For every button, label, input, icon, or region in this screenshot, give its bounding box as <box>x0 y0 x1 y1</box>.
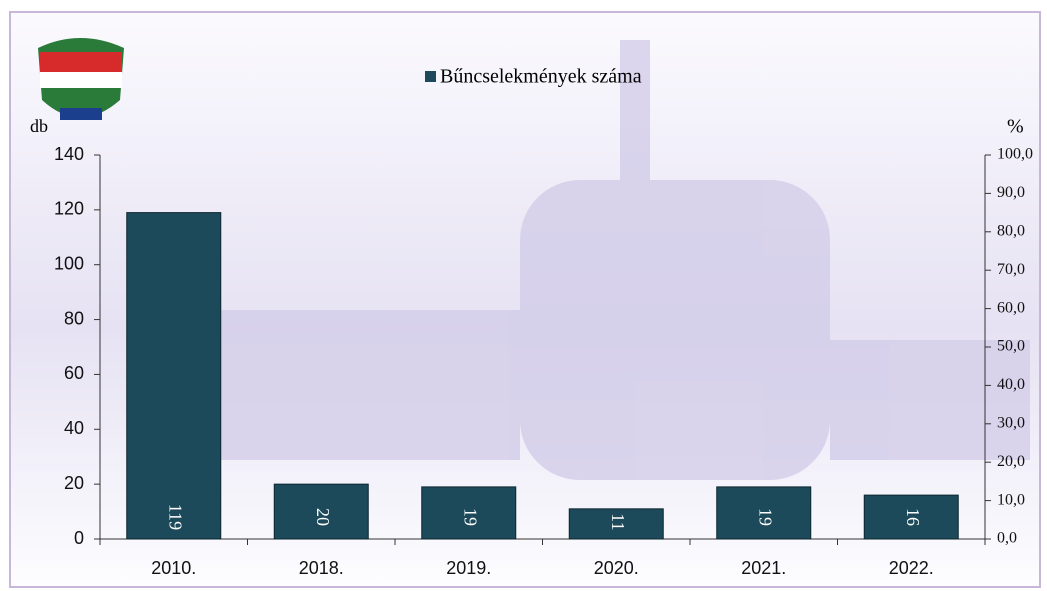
legend-label: Bűncselekmények száma <box>440 66 642 88</box>
x-tick-label: 2020. <box>594 558 639 578</box>
bar <box>421 486 517 540</box>
x-tick-label: 2022. <box>889 558 934 578</box>
y2-axis-label: % <box>1007 116 1024 138</box>
bar-value-label: 119 <box>166 504 186 530</box>
y2-tick-label: 80,0 <box>997 222 1025 239</box>
y2-tick-label: 0,0 <box>997 530 1017 547</box>
y-tick-label: 20 <box>64 473 84 493</box>
y-tick-label: 40 <box>64 418 84 438</box>
y2-tick-label: 40,0 <box>997 376 1025 393</box>
y2-tick-label: 60,0 <box>997 299 1025 316</box>
bar <box>126 212 222 540</box>
x-tick-label: 2019. <box>446 558 491 578</box>
police-logo <box>38 38 124 120</box>
bar <box>716 486 812 540</box>
bar-value-label: 16 <box>903 508 923 526</box>
x-tick-label: 2018. <box>299 558 344 578</box>
y-tick-label: 100 <box>54 253 84 273</box>
x-tick-label: 2010. <box>151 558 196 578</box>
bar <box>568 508 664 540</box>
y2-tick-label: 100,0 <box>997 146 1033 163</box>
bar-value-label: 20 <box>313 508 333 526</box>
y2-tick-label: 10,0 <box>997 491 1025 508</box>
bar <box>863 494 959 540</box>
y2-tick-label: 30,0 <box>997 414 1025 431</box>
y-tick-label: 60 <box>64 363 84 383</box>
bar <box>273 483 369 540</box>
bar-value-label: 11 <box>608 513 628 530</box>
bar-value-label: 19 <box>756 508 776 526</box>
y-tick-label: 120 <box>54 199 84 219</box>
y2-tick-label: 50,0 <box>997 338 1025 355</box>
bar-value-label: 19 <box>461 508 481 526</box>
y-tick-label: 140 <box>54 144 84 164</box>
y-axis-label: db <box>30 116 48 136</box>
y2-tick-label: 70,0 <box>997 261 1025 278</box>
y2-tick-label: 20,0 <box>997 453 1025 470</box>
y2-tick-label: 90,0 <box>997 184 1025 201</box>
x-tick-label: 2021. <box>741 558 786 578</box>
y-tick-label: 80 <box>64 308 84 328</box>
y-tick-label: 0 <box>74 528 84 548</box>
legend-swatch <box>425 71 436 82</box>
building <box>220 40 1030 480</box>
